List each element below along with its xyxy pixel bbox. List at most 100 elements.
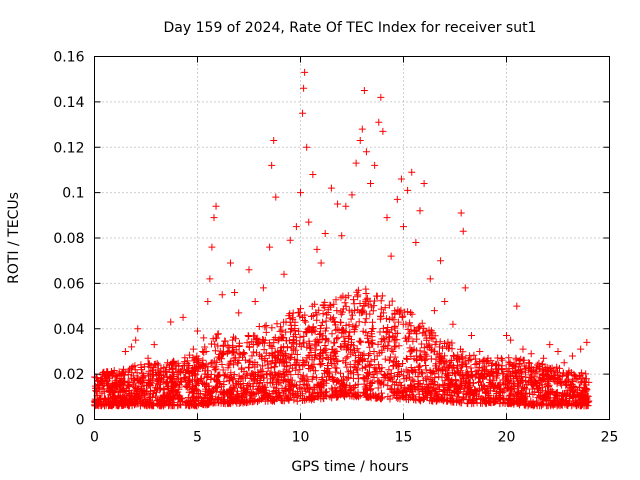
data-point <box>519 345 527 353</box>
data-point <box>371 161 379 169</box>
data-point <box>150 341 158 349</box>
data-point <box>299 109 307 117</box>
data-point <box>270 136 278 144</box>
data-point <box>441 298 449 306</box>
data-point <box>379 127 387 135</box>
data-point <box>101 372 109 380</box>
data-point <box>245 266 253 274</box>
data-point <box>132 336 140 344</box>
data-point <box>387 252 395 260</box>
data-point <box>583 338 591 346</box>
data-point <box>568 352 576 360</box>
data-point <box>348 191 356 199</box>
data-point <box>461 284 469 292</box>
background-point-band <box>91 285 593 410</box>
data-point <box>430 307 438 315</box>
data-point <box>95 384 103 392</box>
data-point <box>459 227 467 235</box>
data-point <box>115 368 123 376</box>
data-point <box>494 361 502 369</box>
data-point <box>554 347 562 355</box>
data-point <box>144 354 152 362</box>
data-point <box>210 214 218 222</box>
x-tick-label: 10 <box>292 430 310 446</box>
y-tick-label: 0.08 <box>53 231 84 247</box>
data-point <box>375 118 383 126</box>
data-point <box>377 93 385 101</box>
data-point <box>327 184 335 192</box>
data-point <box>467 332 475 340</box>
data-point <box>235 309 243 317</box>
data-point <box>577 345 585 353</box>
data-point <box>313 245 321 253</box>
data-point <box>109 388 117 396</box>
data-point <box>420 180 428 188</box>
y-tick-label: 0.16 <box>53 50 84 66</box>
data-point <box>362 148 370 156</box>
data-point <box>154 361 162 369</box>
x-tick-label: 0 <box>90 430 99 446</box>
data-point <box>226 259 234 267</box>
y-tick-label: 0.1 <box>62 186 84 202</box>
x-tick-label: 5 <box>193 430 202 446</box>
data-point <box>540 354 548 362</box>
x-axis-ticks: 0 5 10 15 20 25 <box>90 56 619 446</box>
data-point <box>286 236 294 244</box>
data-point <box>303 143 311 151</box>
data-point <box>546 341 554 349</box>
data-point <box>200 334 208 342</box>
data-point <box>194 327 201 335</box>
data-point <box>268 161 276 169</box>
data-point <box>300 84 308 92</box>
y-axis-ticks: 0 0.02 0.04 0.06 0.08 0.1 0.12 0.14 0.16 <box>53 50 610 429</box>
data-point <box>208 243 216 251</box>
data-point <box>457 209 465 217</box>
data-point <box>189 345 197 353</box>
data-point <box>309 170 317 178</box>
data-point <box>360 87 368 95</box>
y-tick-label: 0.04 <box>53 322 84 338</box>
data-point <box>280 270 288 278</box>
data-point <box>449 320 457 328</box>
x-tick-label: 25 <box>601 430 619 446</box>
data-point <box>527 350 535 358</box>
chart-title: Day 159 of 2024, Rate Of TEC Index for r… <box>164 20 537 36</box>
data-point <box>393 195 401 203</box>
data-point <box>179 313 187 321</box>
data-point <box>356 136 364 144</box>
x-axis-label: GPS time / hours <box>291 459 408 475</box>
data-point <box>297 189 304 197</box>
data-point <box>212 202 220 210</box>
y-tick-label: 0.06 <box>53 276 84 292</box>
y-tick-label: 0.02 <box>53 367 84 383</box>
y-tick-label: 0.14 <box>53 95 84 111</box>
data-point <box>255 322 263 330</box>
data-point <box>266 243 274 251</box>
y-tick-label: 0 <box>76 413 85 429</box>
y-tick-label: 0.12 <box>53 140 84 156</box>
data-point <box>204 298 212 306</box>
data-point <box>533 361 541 369</box>
data-point <box>231 288 239 296</box>
data-point <box>292 223 300 231</box>
y-axis-label: ROTI / TECUs <box>6 192 22 284</box>
data-point <box>383 214 391 222</box>
data-point <box>412 239 420 247</box>
data-point <box>367 180 375 188</box>
data-point <box>334 200 342 208</box>
data-point <box>503 332 510 340</box>
data-point <box>408 168 416 176</box>
data-point <box>301 68 309 76</box>
data-point <box>259 284 267 292</box>
data-point <box>128 343 136 351</box>
data-point <box>317 259 325 267</box>
data-point <box>134 325 142 333</box>
data-point <box>167 318 175 326</box>
data-point <box>206 275 214 283</box>
data-point <box>272 193 280 201</box>
data-point <box>416 207 424 215</box>
data-point <box>251 298 259 306</box>
data-point <box>352 159 360 167</box>
band-points <box>91 285 593 410</box>
